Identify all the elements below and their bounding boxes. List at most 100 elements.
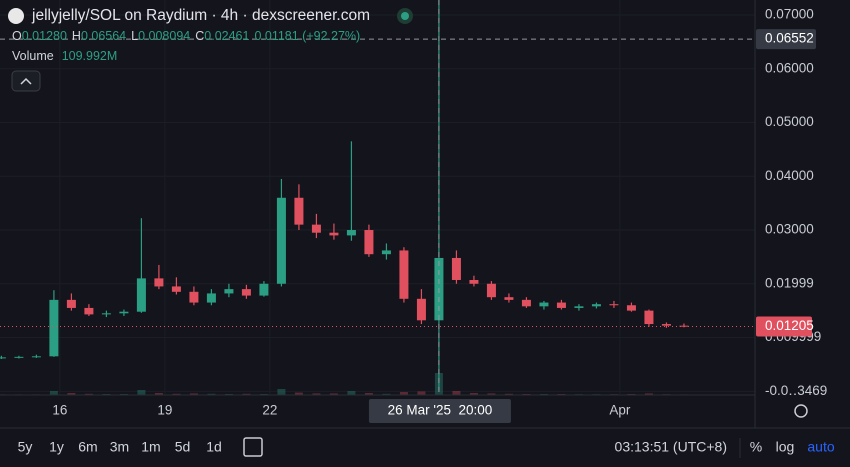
range-button[interactable]: 1d <box>206 439 222 455</box>
candle-body <box>609 304 619 306</box>
candle-body <box>311 224 321 233</box>
volume-bar <box>399 392 408 395</box>
y-tick-label: 0.01999 <box>765 275 814 290</box>
volume-bar <box>469 393 478 395</box>
log-button[interactable]: log <box>776 439 795 455</box>
candle-body <box>276 197 286 284</box>
status-dot <box>401 12 409 20</box>
range-button[interactable]: 1m <box>141 439 160 455</box>
candle-body <box>416 298 426 321</box>
candle-body <box>171 286 181 292</box>
volume-bar <box>172 393 181 395</box>
x-tick-label: 19 <box>157 403 172 418</box>
candle-body <box>399 250 409 299</box>
calendar-icon[interactable] <box>243 437 263 457</box>
volume-bar <box>417 391 426 395</box>
candle-body <box>206 293 216 303</box>
range-button[interactable]: 1y <box>49 439 64 455</box>
candle-body <box>469 279 479 284</box>
y-tick-label: 0.06000 <box>765 60 814 75</box>
ohlc-line: O0.01280 H0.06564 L0.008094 C0.02461 0.01181… <box>12 29 360 43</box>
candle-body <box>189 291 199 303</box>
plot <box>0 0 755 395</box>
range-button[interactable]: 6m <box>78 439 97 455</box>
candle-body <box>31 356 41 358</box>
range-button[interactable]: 5y <box>18 439 33 455</box>
change-value: 0.01181 (+92.27%) <box>254 29 360 43</box>
c-value: 0.02461 <box>204 29 249 43</box>
candle-body <box>49 299 59 357</box>
crosshair-price-box <box>756 29 816 50</box>
y-tick-label: -0.0‥3469 <box>765 383 827 398</box>
candle-body <box>521 299 531 307</box>
crosshair-time-box <box>368 399 511 423</box>
range-button[interactable]: 3m <box>110 439 129 455</box>
candle-body <box>154 278 164 287</box>
candle-body <box>574 306 584 308</box>
crosshair-price-label: 0.06552 <box>765 31 814 46</box>
volume-bar <box>644 393 653 395</box>
candle-body <box>136 278 146 312</box>
candle-body <box>504 297 514 300</box>
candle-body <box>679 325 689 327</box>
y-tick-label: 0.03000 <box>765 222 814 237</box>
candle-body <box>644 310 654 325</box>
candle-body <box>241 289 251 296</box>
volume-bar <box>347 391 356 395</box>
volume-bar <box>207 393 216 395</box>
volume-bar <box>364 393 373 395</box>
y-tick-label: 0.05000 <box>765 114 814 129</box>
auto-button[interactable]: auto <box>807 439 834 455</box>
token-icon <box>8 8 24 24</box>
volume-bar <box>382 393 391 395</box>
x-tick-label: Apr <box>609 403 631 418</box>
volume-bar <box>67 393 76 395</box>
volume-line: Volume 109.992M <box>12 49 117 63</box>
volume-bar <box>452 391 461 395</box>
candle-body <box>556 302 566 308</box>
volume-bar <box>242 393 251 395</box>
volume-bar <box>84 393 93 395</box>
range-button[interactable]: 5d <box>175 439 191 455</box>
h-label: H <box>72 29 81 43</box>
candle-body <box>451 257 461 280</box>
volume-bar <box>277 389 286 395</box>
volume-bar <box>137 390 146 395</box>
candle-body <box>364 230 374 255</box>
o-value: 0.01280 <box>22 29 67 43</box>
h-value: 0.06564 <box>81 29 126 43</box>
volume-label: Volume <box>12 49 54 63</box>
candle-body <box>119 311 129 314</box>
candle-body <box>14 356 24 358</box>
collapse-icon <box>20 77 32 85</box>
volume-bar <box>154 393 163 395</box>
candle-body <box>661 324 671 326</box>
l-value: 0.008094 <box>138 29 190 43</box>
candle-body <box>626 305 636 311</box>
toolbar: 5y 1y 6m 3m 1m 5d 1d 03:13:51 (UTC+8)% log auto <box>18 438 835 458</box>
o-label: O <box>12 29 22 43</box>
x-tick-label: 16 <box>52 403 67 418</box>
candle-body <box>346 230 356 236</box>
c-label: C <box>195 29 204 43</box>
last-price-box <box>756 316 812 337</box>
candle-body <box>329 232 339 236</box>
volume-bar <box>189 393 198 395</box>
clock: 03:13:51 (UTC+8) <box>615 439 727 455</box>
crosshair-time-label: 26 Mar '25 20:00 <box>388 403 493 418</box>
y-tick-label: 0.04000 <box>765 168 814 183</box>
volume-value: 109.992M <box>62 49 118 63</box>
volume-bar <box>49 391 58 395</box>
collapse-button[interactable] <box>11 70 41 92</box>
candle-body <box>84 307 94 315</box>
chart-title: jellyjelly/SOL on Raydium · 4h · dexscre… <box>31 7 370 24</box>
y-tick-label: 0.07000 <box>765 7 814 22</box>
candle-body <box>66 299 76 308</box>
candle-body <box>224 289 234 294</box>
last-price-label: 0.01205 <box>765 318 814 333</box>
candle-body <box>101 313 111 315</box>
percent-button[interactable]: % <box>750 439 762 455</box>
candle-body <box>486 283 496 298</box>
settings-icon[interactable] <box>794 404 808 418</box>
